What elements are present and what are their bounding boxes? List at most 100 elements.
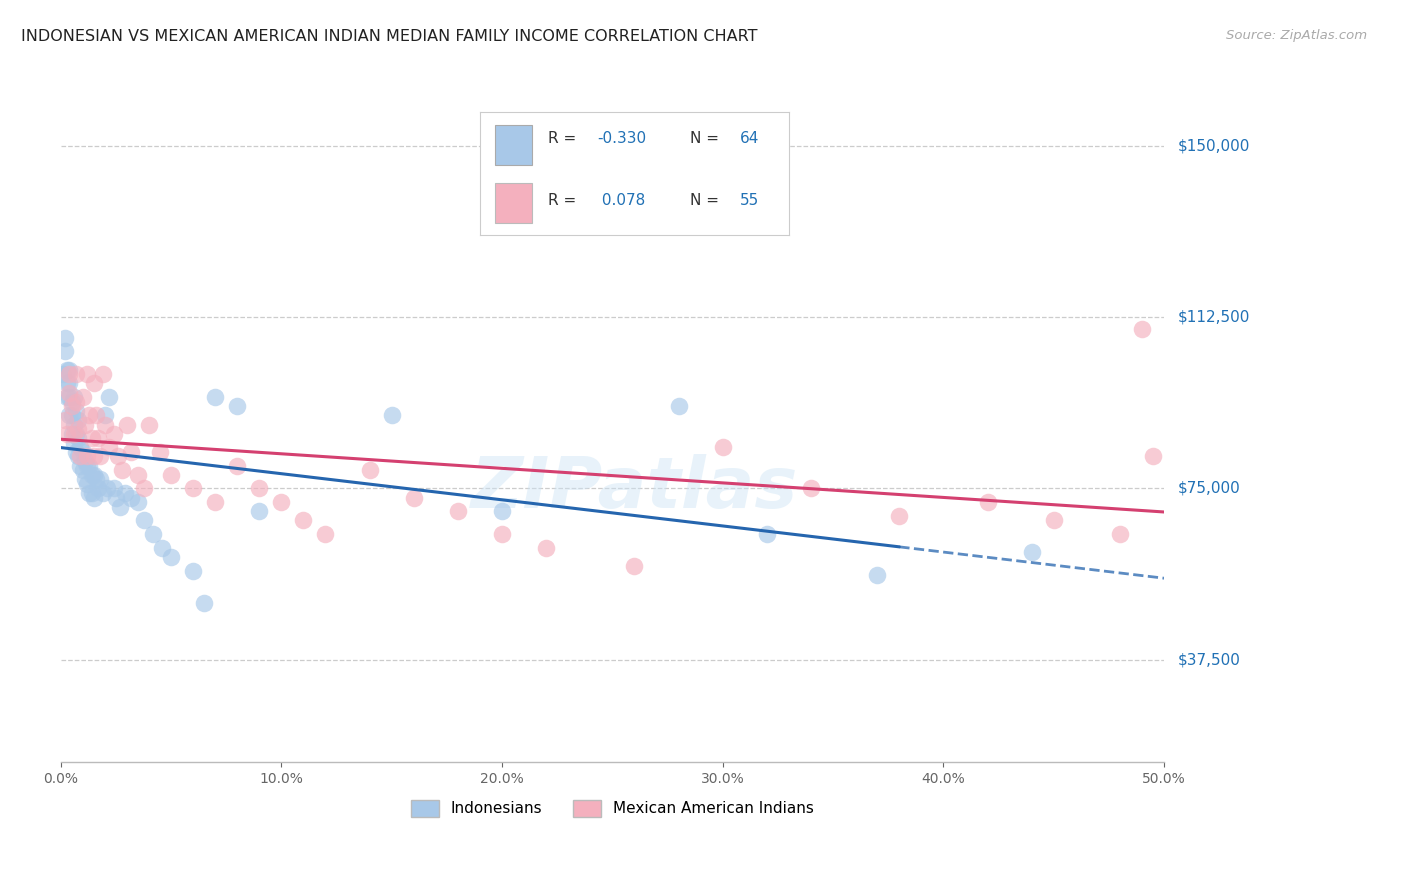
Point [79, 409, 101, 423]
Point [114, 486, 136, 500]
Point [89, 472, 111, 486]
Point [56, 390, 79, 404]
Point [91, 486, 114, 500]
Point [103, 482, 125, 496]
Point [94, 417, 117, 432]
Point [866, 568, 889, 582]
Point [247, 482, 270, 496]
Point [889, 508, 911, 523]
Point [83, 491, 105, 505]
Point [89, 450, 111, 464]
Point [76, 458, 98, 473]
Point [755, 527, 778, 541]
Point [65, 426, 87, 441]
Text: ZIPatlas: ZIPatlas [471, 454, 799, 523]
Point [65, 394, 87, 409]
Point [149, 445, 172, 459]
Point [58, 390, 80, 404]
Point [63, 390, 86, 404]
Point [73, 472, 96, 486]
Point [69, 458, 91, 473]
Point [80, 467, 103, 482]
Point [60, 399, 83, 413]
Point [83, 467, 105, 482]
Point [160, 549, 183, 564]
Point [83, 376, 105, 391]
Point [84, 409, 107, 423]
Point [60, 426, 83, 441]
Point [56, 426, 79, 441]
Point [402, 491, 425, 505]
Point [83, 450, 105, 464]
Point [226, 399, 249, 413]
Point [67, 413, 90, 427]
Point [138, 417, 160, 432]
Text: $150,000: $150,000 [1178, 138, 1250, 153]
Point [94, 409, 117, 423]
Text: $37,500: $37,500 [1178, 652, 1241, 667]
Point [193, 596, 215, 610]
Point [79, 458, 101, 473]
Point [63, 426, 86, 441]
Point [72, 463, 94, 477]
Point [1109, 527, 1132, 541]
Point [69, 450, 91, 464]
Point [120, 445, 142, 459]
Point [226, 458, 249, 473]
Point [1130, 321, 1153, 335]
Point [107, 450, 129, 464]
Text: $75,000: $75,000 [1178, 481, 1240, 496]
Point [623, 559, 645, 574]
Point [120, 491, 142, 505]
Text: $112,500: $112,500 [1178, 310, 1250, 325]
Point [104, 491, 127, 505]
Point [204, 495, 226, 509]
Point [491, 527, 513, 541]
Point [53, 413, 76, 427]
Point [60, 394, 83, 409]
Point [58, 409, 80, 423]
Point [56, 376, 79, 391]
Point [91, 368, 114, 382]
Point [76, 368, 98, 382]
Point [1042, 513, 1064, 527]
Point [800, 482, 823, 496]
Point [65, 445, 87, 459]
Point [65, 404, 87, 418]
Point [115, 417, 138, 432]
Point [181, 564, 204, 578]
Point [142, 527, 165, 541]
Point [67, 431, 90, 445]
Point [491, 504, 513, 518]
Point [98, 390, 121, 404]
Point [976, 495, 998, 509]
Point [127, 467, 149, 482]
Point [63, 417, 86, 432]
Point [84, 472, 107, 486]
Point [69, 440, 91, 454]
Point [359, 463, 381, 477]
Point [56, 362, 79, 376]
Point [1021, 545, 1043, 559]
Point [127, 495, 149, 509]
Point [134, 513, 156, 527]
Point [292, 513, 315, 527]
Point [73, 454, 96, 468]
Point [204, 390, 226, 404]
Point [58, 385, 80, 400]
Text: INDONESIAN VS MEXICAN AMERICAN INDIAN MEDIAN FAMILY INCOME CORRELATION CHART: INDONESIAN VS MEXICAN AMERICAN INDIAN ME… [21, 29, 758, 44]
Point [67, 450, 90, 464]
Text: Source: ZipAtlas.com: Source: ZipAtlas.com [1226, 29, 1367, 42]
Point [76, 450, 98, 464]
Point [1142, 450, 1164, 464]
Point [314, 527, 336, 541]
Point [58, 368, 80, 382]
Point [87, 431, 110, 445]
Point [67, 422, 90, 436]
Point [72, 390, 94, 404]
Point [98, 440, 121, 454]
Point [53, 344, 76, 359]
Point [447, 504, 470, 518]
Legend: Indonesians, Mexican American Indians: Indonesians, Mexican American Indians [405, 793, 820, 823]
Point [381, 409, 404, 423]
